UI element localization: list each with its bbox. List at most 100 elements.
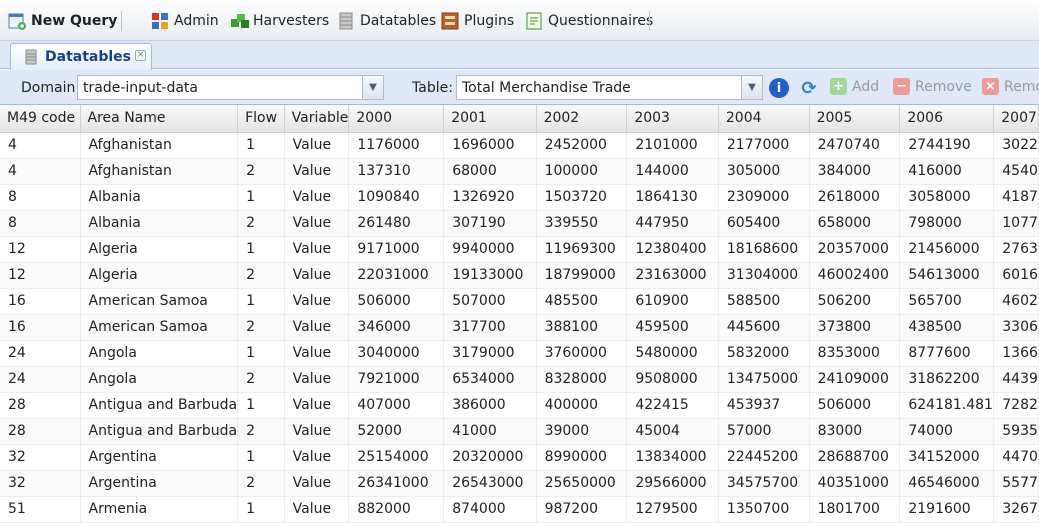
table-select[interactable]: Total Merchandise Trade ▼ [456,75,763,100]
column-header[interactable]: 2003 [626,105,719,133]
new-query-button[interactable]: New Query [8,10,117,32]
table-row[interactable]: 8 Albania 2 Value 261480 307190 339550 447950 60… [0,210,1039,237]
admin-label: Admin [174,13,219,29]
chevron-down-icon[interactable]: ▼ [741,76,762,99]
add-button[interactable]: + Add [830,78,879,95]
table-cell: 32 [0,444,81,471]
table-header-row: M49 code Area Name Flow Variable 2000 2001 200… [0,105,1039,133]
table-cell: Albania [80,184,239,211]
table-cell: 416000 [899,158,995,185]
table-row[interactable]: 16 American Samoa 2 Value 346000 317700 388100… [0,314,1039,341]
table-row[interactable]: 32 Argentina 2 Value 26341000 26543000 2565000… [0,470,1039,497]
table-cell: 46002400 [809,262,901,289]
column-header[interactable]: 2005 [809,105,901,133]
table-cell: 5832000 [718,340,810,367]
table-row[interactable]: 12 Algeria 2 Value 22031000 19133000 18799000 2… [0,262,1039,289]
table-cell: 605400 [718,210,810,237]
table-cell: 658000 [809,210,901,237]
table-cell: 386000 [443,392,537,419]
table-row[interactable]: 24 Angola 2 Value 7921000 6534000 8328000 95080… [0,366,1039,393]
domain-value: trade-input-data [83,79,198,96]
table-cell: 565700 [899,288,995,315]
plugins-button[interactable]: Plugins [441,10,514,32]
table-cell: Value [284,444,350,471]
table-row[interactable]: 24 Angola 1 Value 3040000 3179000 3760000 54800… [0,340,1039,367]
column-header[interactable]: 2006 [899,105,995,133]
info-icon[interactable]: i [769,78,789,98]
table-cell: 8 [0,184,81,211]
chevron-down-icon[interactable]: ▼ [362,76,383,99]
refresh-icon[interactable]: ⟳ [801,77,817,99]
column-header[interactable]: 2007 [993,105,1039,133]
table-cell: 20357000 [809,236,901,263]
table-cell: 1077 [993,210,1039,237]
remove-all-button[interactable]: × Remo [982,78,1039,95]
table-cell: 5480000 [626,340,719,367]
close-tab-icon[interactable]: × [135,50,146,61]
table-cell: Algeria [80,262,239,289]
table-cell: Value [284,236,350,263]
table-cell: 24 [0,340,81,367]
data-table: M49 code Area Name Flow Variable 2000 2001 200… [0,105,1039,523]
column-header[interactable]: Area Name [80,105,239,133]
column-header[interactable]: 2004 [718,105,810,133]
table-cell: 1696000 [443,132,537,159]
table-cell: 2 [237,470,285,497]
table-row[interactable]: 12 Algeria 1 Value 9171000 9940000 11969300 123… [0,236,1039,263]
remove-button[interactable]: − Remove [893,78,972,95]
table-cell: 46546000 [899,470,995,497]
table-cell: 40351000 [809,470,901,497]
column-header[interactable]: 2002 [536,105,628,133]
table-row[interactable]: 8 Albania 1 Value 1090840 1326920 1503720 18641… [0,184,1039,211]
close-icon: × [982,78,999,95]
table-cell: Value [284,314,350,341]
new-query-label: New Query [31,13,118,29]
table-cell: Antigua and Barbuda [80,418,239,445]
table-row[interactable]: 32 Argentina 1 Value 25154000 20320000 8990000… [0,444,1039,471]
table-cell: Albania [80,210,239,237]
table-cell: 74000 [899,418,995,445]
column-header[interactable]: Flow [237,105,285,133]
table-cell: 4187 [993,184,1039,211]
column-header[interactable]: 2001 [443,105,537,133]
tab-datatables[interactable]: Datatables × [10,43,152,70]
table-cell: 447950 [626,210,719,237]
column-header[interactable]: 2000 [348,105,445,133]
table-cell: Value [284,340,350,367]
table-row[interactable]: 28 Antigua and Barbuda 2 Value 52000 41000 390… [0,418,1039,445]
table-cell: 384000 [809,158,901,185]
admin-button[interactable]: Admin [151,10,219,32]
table-cell: 9508000 [626,366,719,393]
table-cell: 307190 [443,210,537,237]
table-row[interactable]: 51 Armenia 1 Value 882000 874000 987200 1279500… [0,496,1039,523]
table-cell: 400000 [536,392,628,419]
table-row[interactable]: 4 Afghanistan 1 Value 1176000 1696000 2452000 2… [0,132,1039,159]
table-row[interactable]: 4 Afghanistan 2 Value 137310 68000 100000 14400… [0,158,1039,185]
table-cell: 610900 [626,288,719,315]
column-header[interactable]: Variable [284,105,350,133]
table-cell: 339550 [536,210,628,237]
table-cell: 18168600 [718,236,810,263]
domain-select[interactable]: trade-input-data ▼ [77,75,384,100]
table-cell: 2191600 [899,496,995,523]
questionnaires-button[interactable]: Questionnaires [525,10,653,32]
table-cell: 18799000 [536,262,628,289]
table-cell: 39000 [536,418,628,445]
table-row[interactable]: 28 Antigua and Barbuda 1 Value 407000 386000 4… [0,392,1039,419]
table-cell: 51 [0,496,81,523]
datatables-tab-icon [23,49,39,65]
table-row[interactable]: 16 American Samoa 1 Value 506000 507000 485500… [0,288,1039,315]
table-cell: 34152000 [899,444,995,471]
add-label: Add [852,78,880,95]
new-query-icon [8,12,26,30]
table-cell: 41000 [443,418,537,445]
table-cell: 2 [237,158,285,185]
table-cell: 1864130 [626,184,719,211]
harvesters-button[interactable]: Harvesters [230,10,329,32]
column-header[interactable]: M49 code [0,105,81,133]
table-cell: 12 [0,262,81,289]
datatables-button[interactable]: Datatables [337,10,436,32]
table-cell: Angola [80,340,239,367]
table-cell: 16 [0,314,81,341]
table-cell: 4540 [993,158,1039,185]
